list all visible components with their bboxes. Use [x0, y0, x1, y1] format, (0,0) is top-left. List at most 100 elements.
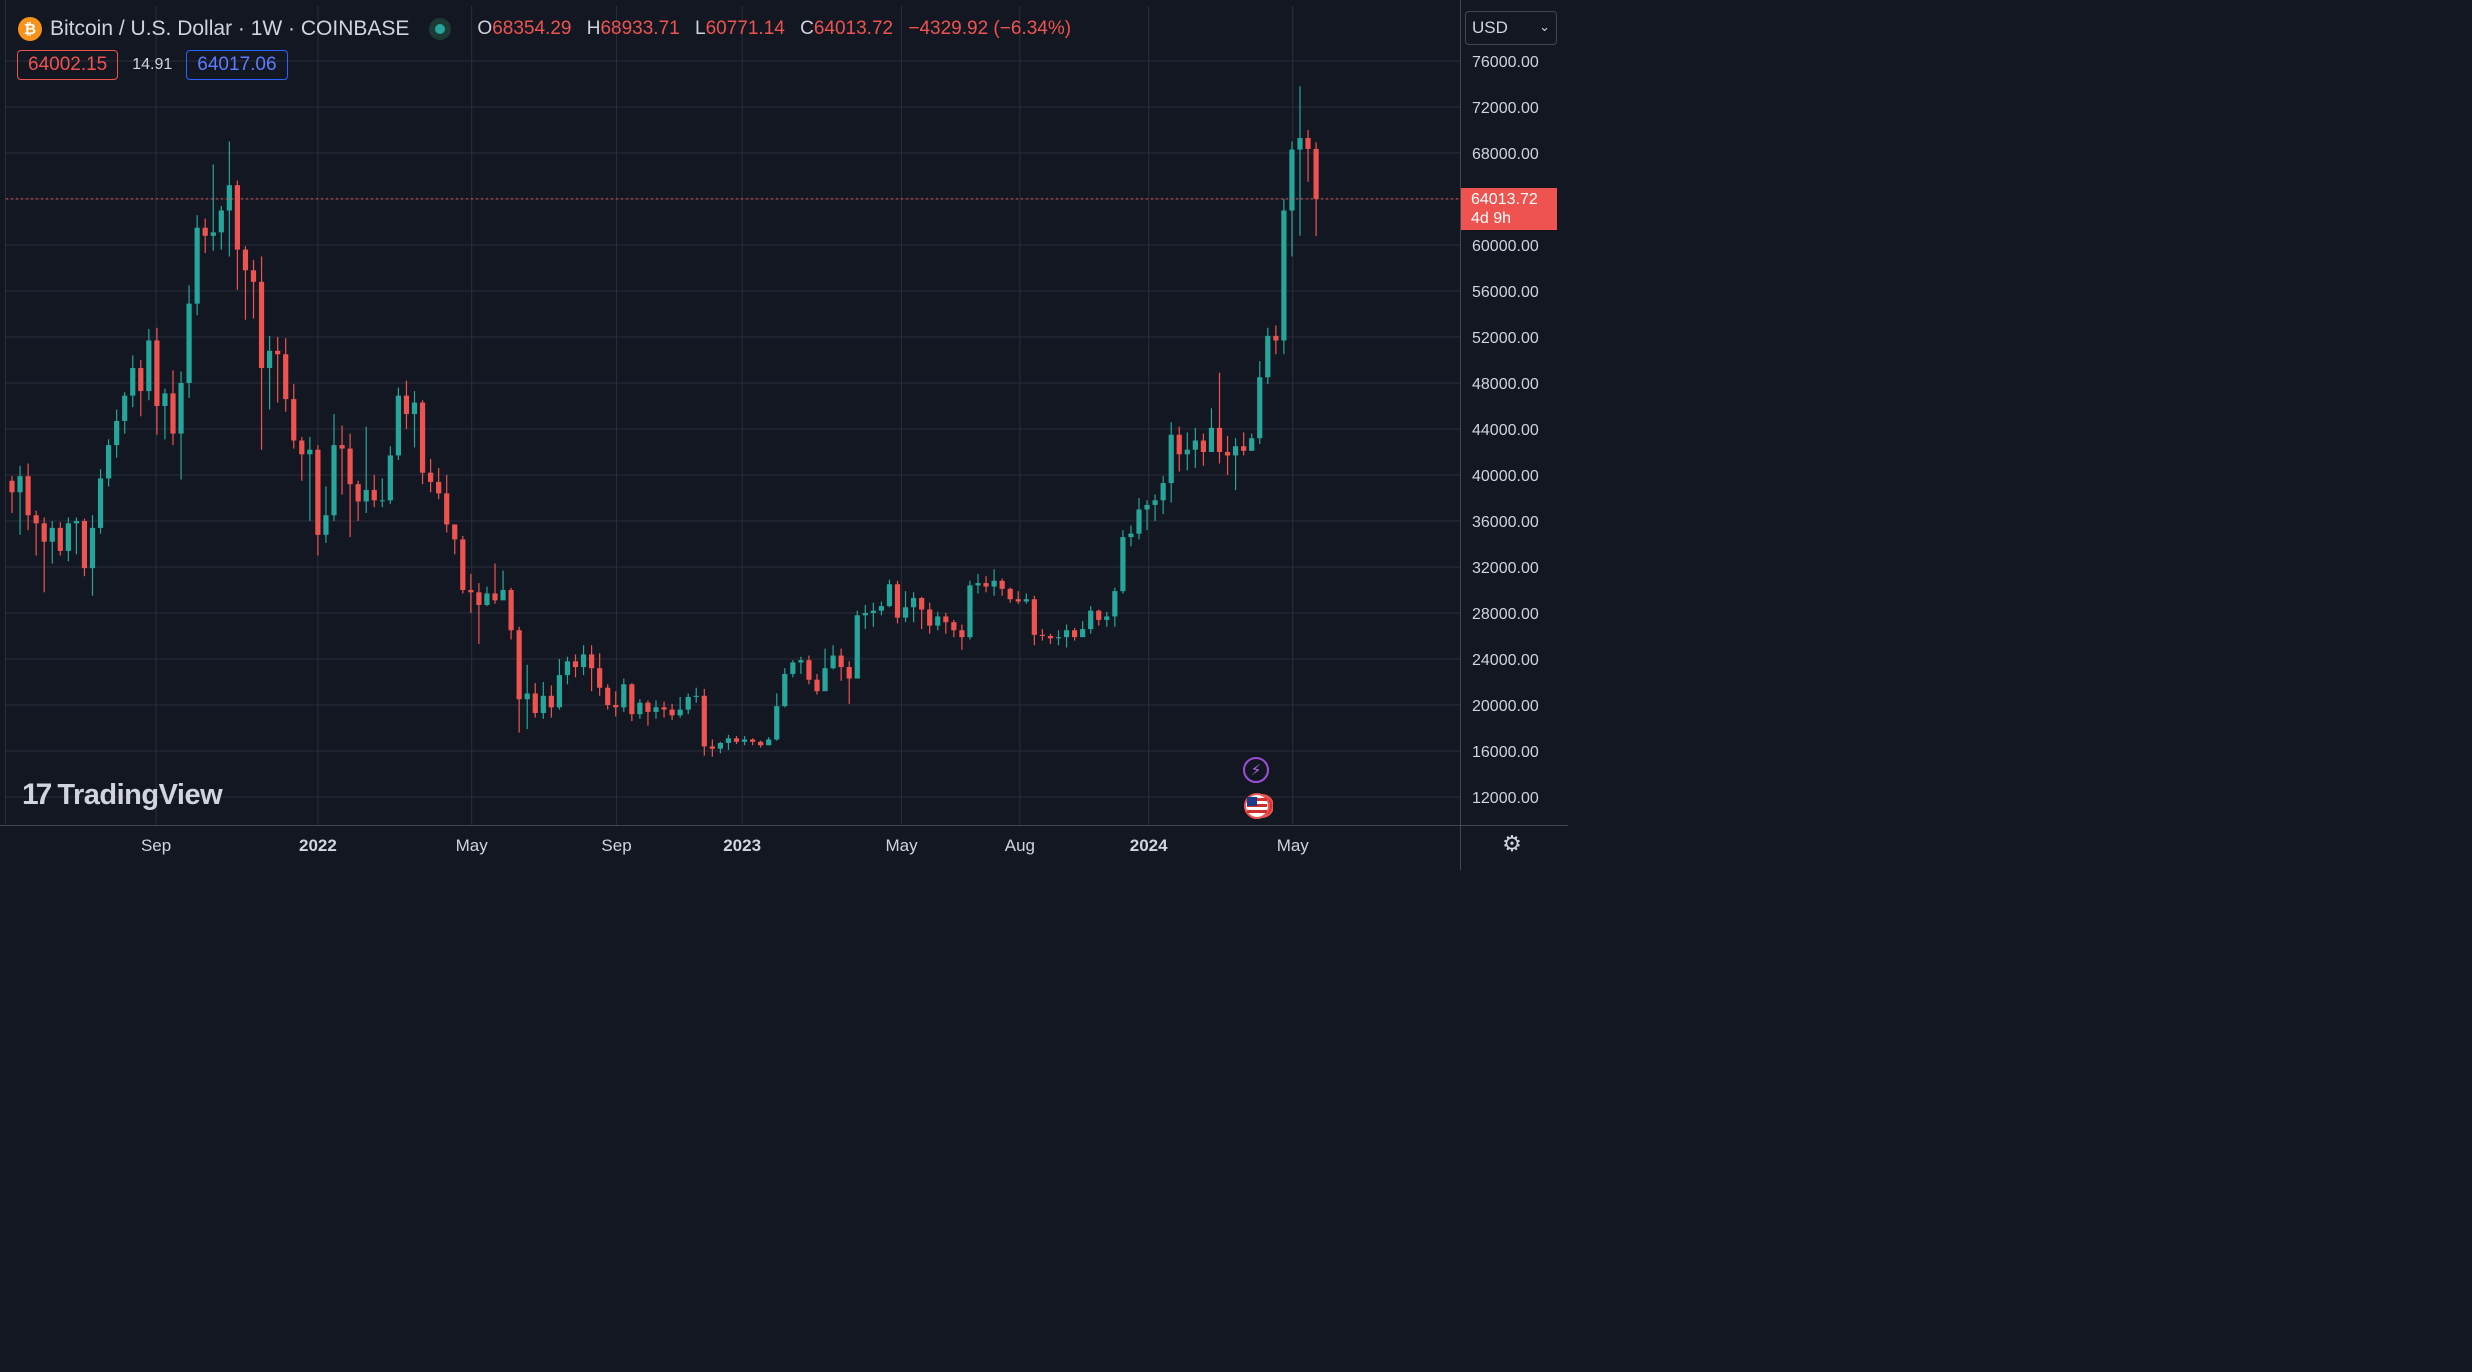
axis-frame: [0, 0, 1568, 870]
candle: [1200, 433, 1206, 466]
candle-body: [428, 472, 434, 482]
buy-button[interactable]: 64017.06: [186, 50, 288, 80]
candle-body: [717, 742, 723, 749]
candle-body: [935, 616, 941, 626]
y-tick-label: 16000.00: [1472, 744, 1539, 761]
candle-body: [1104, 616, 1110, 620]
candle: [927, 602, 933, 634]
candle-body: [1200, 440, 1206, 452]
candle-body: [500, 590, 506, 601]
bar-countdown: 4d 9h: [1471, 210, 1512, 227]
candle-body: [580, 654, 587, 668]
candle: [645, 700, 651, 726]
open-value: 68354.29: [492, 18, 572, 39]
candle: [572, 654, 579, 678]
candle-body: [806, 660, 812, 680]
gear-icon[interactable]: ⚙: [1502, 831, 1522, 856]
candle: [1233, 438, 1239, 490]
candle: [709, 739, 715, 757]
candle-body: [1273, 335, 1279, 341]
candle-body: [830, 655, 836, 669]
candle: [428, 458, 434, 493]
candle: [122, 392, 128, 434]
candle-body: [17, 476, 23, 493]
candle: [170, 370, 176, 446]
candle: [838, 648, 844, 681]
candle: [540, 682, 546, 719]
candle-body: [750, 739, 756, 742]
candle: [693, 687, 699, 703]
candle-body: [315, 449, 321, 535]
candle-body: [1168, 434, 1174, 484]
candle-body: [1023, 599, 1029, 602]
low-label: L: [695, 18, 706, 39]
candle-body: [73, 521, 79, 524]
flash-event-icon[interactable]: ⚡: [1243, 757, 1269, 783]
candle: [73, 517, 79, 555]
candle: [106, 439, 112, 487]
candle-body: [564, 661, 571, 676]
tradingview-logo[interactable]: 17 TradingView: [22, 778, 223, 812]
candle-body: [444, 493, 450, 525]
candle: [1216, 372, 1223, 464]
currency-label: USD: [1472, 18, 1508, 37]
candle-body: [1088, 610, 1094, 630]
candle: [822, 648, 828, 692]
candle: [894, 580, 901, 624]
candle-body: [894, 584, 901, 618]
candle: [178, 371, 184, 480]
candle: [750, 738, 756, 746]
candle-body: [138, 368, 144, 392]
candle-body: [1160, 483, 1166, 501]
candle-body: [1128, 533, 1134, 538]
candle-body: [41, 523, 47, 542]
candle: [846, 661, 852, 704]
spread-value: 14.91: [132, 56, 173, 73]
candle-body: [194, 227, 200, 304]
candle: [798, 656, 804, 674]
candle: [25, 463, 31, 531]
candle-body: [886, 584, 893, 607]
candle-body: [436, 481, 442, 494]
y-tick-label: 48000.00: [1472, 376, 1539, 393]
candle-body: [991, 580, 997, 587]
change-value: −4329.92 (−6.34%): [908, 18, 1072, 39]
candle: [1297, 86, 1303, 236]
candle-body: [1112, 591, 1118, 617]
candle-body: [733, 738, 740, 742]
candle: [436, 468, 442, 500]
candle: [758, 740, 764, 748]
candle-body: [589, 654, 595, 669]
candle-body: [1080, 629, 1086, 638]
candle: [733, 736, 740, 745]
us-flag-event-icon[interactable]: [1243, 791, 1274, 821]
chart-canvas[interactable]: 76000.0072000.0068000.0064000.0060000.00…: [0, 0, 1568, 870]
symbol-title[interactable]: Bitcoin / U.S. Dollar · 1W · COINBASE: [50, 17, 410, 40]
candle-body: [798, 660, 804, 663]
symbol-header[interactable]: ₿ Bitcoin / U.S. Dollar · 1W · COINBASE …: [18, 14, 1081, 44]
candle: [242, 246, 249, 320]
candle: [226, 141, 232, 257]
currency-select[interactable]: USD ⌄: [1465, 11, 1557, 45]
candle-body: [9, 480, 15, 493]
candle: [524, 664, 530, 730]
candle-body: [460, 539, 466, 590]
tradingview-logo-mark: 17: [22, 778, 52, 811]
candle: [532, 683, 538, 718]
candle-body: [355, 484, 361, 502]
market-status-icon[interactable]: [429, 18, 452, 40]
candle-body: [226, 185, 232, 211]
candle: [307, 437, 313, 521]
candle-body: [637, 702, 643, 715]
sell-button[interactable]: 64002.15: [17, 50, 119, 80]
y-tick-label: 60000.00: [1472, 238, 1539, 255]
candle-body: [983, 583, 989, 587]
candle: [403, 380, 410, 429]
candle-body: [1305, 138, 1311, 149]
candle: [1031, 595, 1037, 646]
candle-body: [621, 684, 627, 708]
candle-body: [725, 738, 732, 743]
candle-body: [1007, 588, 1013, 600]
candle: [81, 518, 88, 577]
y-tick-label: 28000.00: [1472, 606, 1539, 623]
